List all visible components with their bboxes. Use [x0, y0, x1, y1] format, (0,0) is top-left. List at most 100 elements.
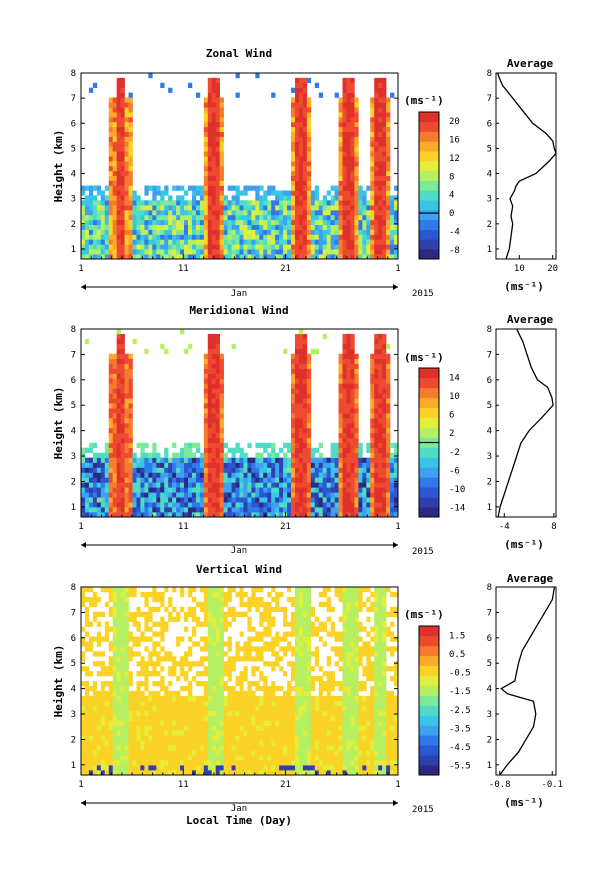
heatmap-cell — [374, 467, 379, 473]
heatmap-cell — [144, 185, 149, 191]
heatmap-cell — [310, 497, 316, 503]
heatmap-cell — [350, 502, 355, 508]
heatmap-cell — [207, 393, 213, 399]
heatmap-cell — [156, 755, 161, 761]
heatmap-cell — [370, 432, 375, 439]
heatmap-cell — [215, 452, 220, 458]
heatmap-cell — [267, 482, 272, 488]
heatmap-cell — [243, 492, 248, 498]
heatmap-cell — [263, 239, 268, 245]
heatmap-cell — [199, 497, 205, 503]
heatmap-cell — [116, 254, 121, 259]
heatmap-cell — [306, 229, 312, 235]
heatmap-cell — [350, 363, 355, 369]
heatmap-cell — [184, 462, 189, 468]
heatmap-cell — [176, 641, 181, 647]
heatmap-cell — [330, 497, 335, 503]
heatmap-cell — [302, 77, 308, 84]
heatmap-cell — [239, 760, 244, 766]
heatmap-cell — [124, 423, 129, 429]
heatmap-cell — [283, 348, 288, 355]
heatmap-cell — [291, 393, 296, 399]
heatmap-cell — [207, 234, 213, 240]
heatmap-cell — [374, 492, 379, 498]
heatmap-cell — [298, 249, 304, 255]
heatmap-cell — [334, 234, 339, 240]
heatmap-cell — [104, 487, 110, 493]
heatmap-cell — [330, 214, 335, 221]
heatmap-cell — [306, 413, 312, 419]
heatmap-cell — [302, 224, 308, 230]
heatmap-cell — [144, 770, 149, 775]
heatmap-cell — [394, 462, 398, 468]
heatmap-cell — [211, 353, 217, 359]
heatmap-cell — [382, 107, 387, 113]
heatmap-cell — [203, 363, 209, 369]
colorbar-band — [419, 131, 439, 142]
heatmap-cell — [271, 185, 276, 191]
heatmap-cell — [314, 205, 320, 211]
heatmap-cell — [219, 353, 224, 359]
heatmap-cell — [382, 502, 387, 508]
heatmap-cell — [283, 467, 288, 473]
heatmap-cell — [215, 472, 220, 478]
heatmap-cell — [294, 348, 300, 355]
heatmap-cell — [81, 730, 86, 736]
heatmap-cell — [96, 512, 102, 517]
heatmap-cell — [211, 685, 217, 692]
heatmap-cell — [350, 413, 355, 419]
heatmap-cell — [128, 725, 133, 731]
heatmap-cell — [235, 467, 240, 473]
heatmap-cell — [334, 205, 339, 211]
heatmap-cell — [172, 587, 177, 593]
heatmap-cell — [370, 487, 375, 493]
month-arrow-right — [393, 542, 398, 548]
heatmap-cell — [148, 492, 153, 498]
heatmap-cell — [247, 641, 252, 647]
heatmap-cell — [104, 755, 110, 761]
heatmap-cell — [219, 720, 224, 726]
heatmap-cell — [338, 107, 343, 113]
heatmap-cell — [263, 755, 268, 761]
heatmap-cell — [350, 244, 355, 250]
heatmap-cell — [370, 452, 375, 458]
heatmap-cell — [306, 210, 312, 216]
heatmap-cell — [187, 730, 193, 736]
heatmap-cell — [108, 117, 113, 123]
heatmap-cell — [291, 136, 296, 142]
heatmap-cell — [172, 462, 177, 468]
heatmap-cell — [251, 601, 256, 608]
heatmap-cell — [203, 502, 209, 508]
heatmap-cell — [306, 477, 312, 483]
heatmap-cell — [96, 641, 102, 647]
heatmap-cell — [160, 720, 165, 726]
heatmap-cell — [148, 725, 153, 731]
heatmap-cell — [120, 239, 125, 245]
heatmap-cell — [207, 720, 213, 726]
heatmap-cell — [187, 502, 193, 508]
heatmap-cell — [172, 249, 177, 255]
heatmap-cell — [306, 378, 312, 384]
heatmap-cell — [338, 353, 343, 359]
heatmap-cell — [370, 462, 375, 468]
heatmap-cell — [124, 190, 129, 196]
heatmap-cell — [374, 121, 379, 128]
heatmap-cell — [263, 492, 268, 498]
heatmap-cell — [207, 82, 213, 88]
heatmap-cell — [104, 666, 110, 672]
heatmap-cell — [318, 477, 324, 483]
heatmap-cell — [120, 740, 125, 746]
heatmap-cell — [176, 210, 181, 216]
heatmap-cell — [219, 358, 224, 364]
heatmap-cell — [334, 447, 339, 453]
heatmap-cell — [152, 765, 157, 771]
heatmap-cell — [291, 373, 296, 379]
heatmap-cell — [255, 631, 260, 637]
heatmap-cell — [132, 229, 137, 235]
heatmap-cell — [199, 462, 205, 468]
heatmap-cell — [334, 487, 339, 493]
heatmap-cell — [120, 161, 125, 167]
heatmap-cell — [322, 214, 327, 221]
heatmap-cell — [191, 452, 197, 458]
